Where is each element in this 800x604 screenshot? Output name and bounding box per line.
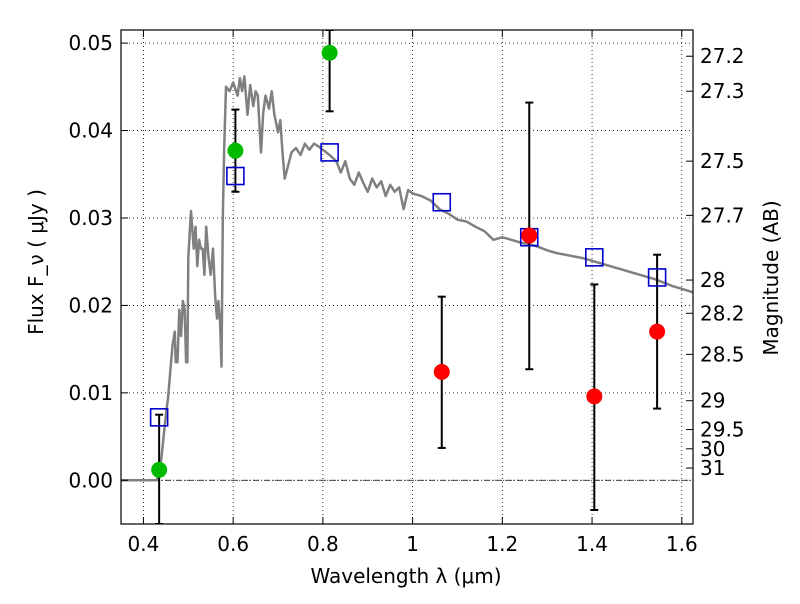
- y-tick-label: 0.04: [68, 119, 113, 143]
- model-photometry-point: [226, 166, 245, 186]
- y-tick-label: 0.02: [68, 293, 113, 317]
- x-tick-label: 1.2: [486, 532, 518, 556]
- plot-frame: [120, 29, 694, 525]
- y-tick-label: 0.01: [68, 381, 113, 405]
- observed-point: [649, 323, 666, 340]
- model-spectrum-line: [121, 75, 693, 482]
- magnitude-tick-label: 28: [700, 268, 725, 292]
- observed-point: [433, 363, 450, 380]
- model-photometry-point: [585, 248, 604, 267]
- magnitude-tick-label: 30: [700, 437, 725, 461]
- axis-ticks: 0.4 0.6 0.8 1 1.2 1.4 1.6 0.00 0.01 0.02 0.03 0.04 0…: [68, 30, 745, 556]
- grid-lines: [121, 30, 693, 524]
- model-photometry-point: [647, 268, 667, 287]
- magnitude-tick-label: 29.5: [700, 418, 745, 442]
- model-photometry-point: [149, 408, 169, 427]
- magnitude-tick-label: 27.3: [700, 79, 745, 103]
- axes-frame: [120, 29, 694, 525]
- x-tick-label: 1.4: [576, 532, 608, 556]
- magnitude-tick-label: 27.7: [700, 203, 745, 227]
- model-photometry-point: [320, 143, 339, 162]
- x-tick-label: 0.4: [128, 532, 160, 556]
- magnitude-tick-label: 31: [700, 456, 725, 480]
- magnitude-tick-label: 29: [700, 389, 725, 413]
- magnitude-tick-label: 27.5: [700, 149, 745, 173]
- detection-point: [321, 44, 338, 61]
- x-tick-label: 0.6: [217, 532, 249, 556]
- magnitude-tick-label: 27.2: [700, 44, 745, 68]
- x-tick-label: 0.8: [307, 532, 339, 556]
- x-axis-label: Wavelength λ (μm): [310, 564, 501, 588]
- y-tick-label: 0.00: [68, 468, 113, 492]
- magnitude-tick-label: 28.2: [700, 301, 745, 325]
- y-axis-label-left: Flux F_ν ( μJy ): [24, 189, 48, 335]
- detection-point: [151, 461, 168, 478]
- x-tick-label: 1: [406, 532, 419, 556]
- detection-point: [227, 142, 244, 159]
- observed-point: [521, 227, 538, 244]
- data-layer: [121, 30, 693, 524]
- y-tick-label: 0.05: [68, 31, 113, 55]
- y-tick-label: 0.03: [68, 206, 113, 230]
- magnitude-tick-label: 28.5: [700, 342, 745, 366]
- model-photometry-point: [432, 192, 452, 212]
- observed-point: [586, 388, 603, 405]
- x-tick-label: 1.6: [666, 532, 698, 556]
- y-axis-label-right: Magnitude (AB): [759, 200, 783, 355]
